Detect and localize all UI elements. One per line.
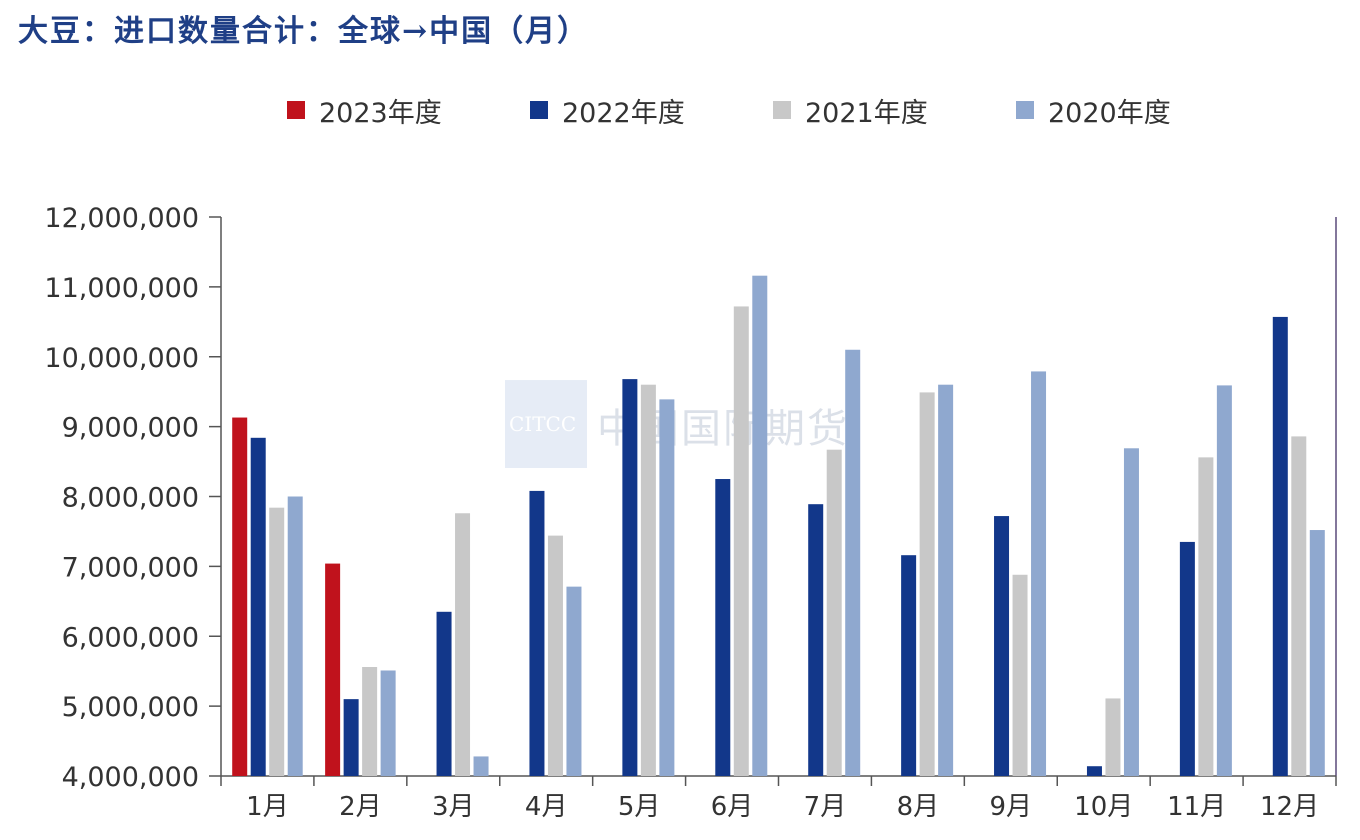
bar: [1123, 448, 1139, 776]
x-tick-label: 6月: [711, 792, 754, 822]
y-tick-label: 5,000,000: [62, 692, 199, 723]
legend-label-2023: 2023年度: [319, 97, 442, 129]
bar: [659, 399, 675, 776]
y-tick-label: 7,000,000: [62, 552, 199, 583]
legend-item-2023: 2023年度: [287, 88, 442, 132]
legend-label-2022: 2022年度: [562, 97, 685, 129]
legend-item-2021: 2021年度: [773, 88, 928, 132]
bar: [1086, 766, 1102, 776]
legend-swatch-2022: [530, 101, 548, 119]
x-tick-label: 7月: [804, 792, 847, 822]
y-tick-label: 4,000,000: [62, 762, 199, 793]
x-tick-label: 5月: [618, 792, 661, 822]
bar: [1031, 371, 1047, 776]
watermark: CITCC 中国国际期货: [505, 380, 865, 470]
legend-swatch-2023: [287, 101, 305, 119]
bar: [808, 504, 824, 776]
y-tick-label: 11,000,000: [44, 273, 199, 304]
bar: [1198, 457, 1214, 776]
x-tick-label: 2月: [339, 792, 382, 822]
legend-swatch-2020: [1016, 101, 1034, 119]
x-tick-label: 11月: [1167, 792, 1226, 822]
bar: [919, 392, 935, 776]
bar: [994, 516, 1010, 776]
bar: [938, 384, 954, 776]
bar: [640, 384, 656, 776]
legend: 2023年度 2022年度 2021年度 2020年度: [0, 88, 1360, 132]
watermark-logo: CITCC: [505, 380, 587, 468]
bar: [436, 611, 452, 776]
bar: [287, 496, 303, 776]
bar: [1291, 436, 1307, 776]
bar: [733, 306, 749, 776]
bar: [250, 437, 266, 776]
x-tick-label: 12月: [1260, 792, 1319, 822]
bar: [901, 555, 917, 776]
legend-item-2020: 2020年度: [1016, 88, 1171, 132]
bar: [232, 417, 248, 776]
bar: [715, 479, 731, 776]
legend-label-2021: 2021年度: [805, 97, 928, 129]
y-tick-label: 10,000,000: [44, 343, 199, 374]
y-tick-label: 9,000,000: [62, 413, 199, 444]
x-tick-label: 8月: [897, 792, 940, 822]
bar: [380, 670, 396, 776]
bar: [1309, 530, 1325, 776]
x-tick-label: 10月: [1074, 792, 1133, 822]
bar: [1012, 574, 1028, 776]
bar: [362, 666, 378, 776]
legend-item-2022: 2022年度: [530, 88, 685, 132]
bar: [269, 507, 285, 776]
bar: [622, 379, 638, 776]
bar: [1216, 385, 1232, 776]
bar: [1179, 541, 1195, 776]
bar: [1105, 698, 1121, 776]
bar: [845, 349, 861, 776]
bar: [547, 535, 563, 776]
bar: [752, 275, 768, 776]
x-tick-label: 1月: [246, 792, 289, 822]
x-tick-label: 4月: [525, 792, 568, 822]
bar: [566, 586, 582, 776]
watermark-text: 中国国际期货: [597, 406, 849, 452]
bar: [325, 563, 341, 776]
bar: [1272, 316, 1288, 776]
bar: [455, 513, 471, 776]
y-tick-label: 8,000,000: [62, 483, 199, 514]
chart-title: 大豆：进口数量合计：全球→中国（月）: [18, 14, 590, 49]
y-tick-label: 12,000,000: [44, 203, 199, 234]
bar: [473, 756, 489, 776]
y-tick-label: 6,000,000: [62, 622, 199, 653]
legend-label-2020: 2020年度: [1048, 97, 1171, 129]
legend-swatch-2021: [773, 101, 791, 119]
bar: [343, 699, 359, 776]
x-tick-label: 3月: [432, 792, 475, 822]
x-tick-label: 9月: [990, 792, 1033, 822]
bar: [529, 490, 545, 776]
bar: [826, 449, 842, 776]
